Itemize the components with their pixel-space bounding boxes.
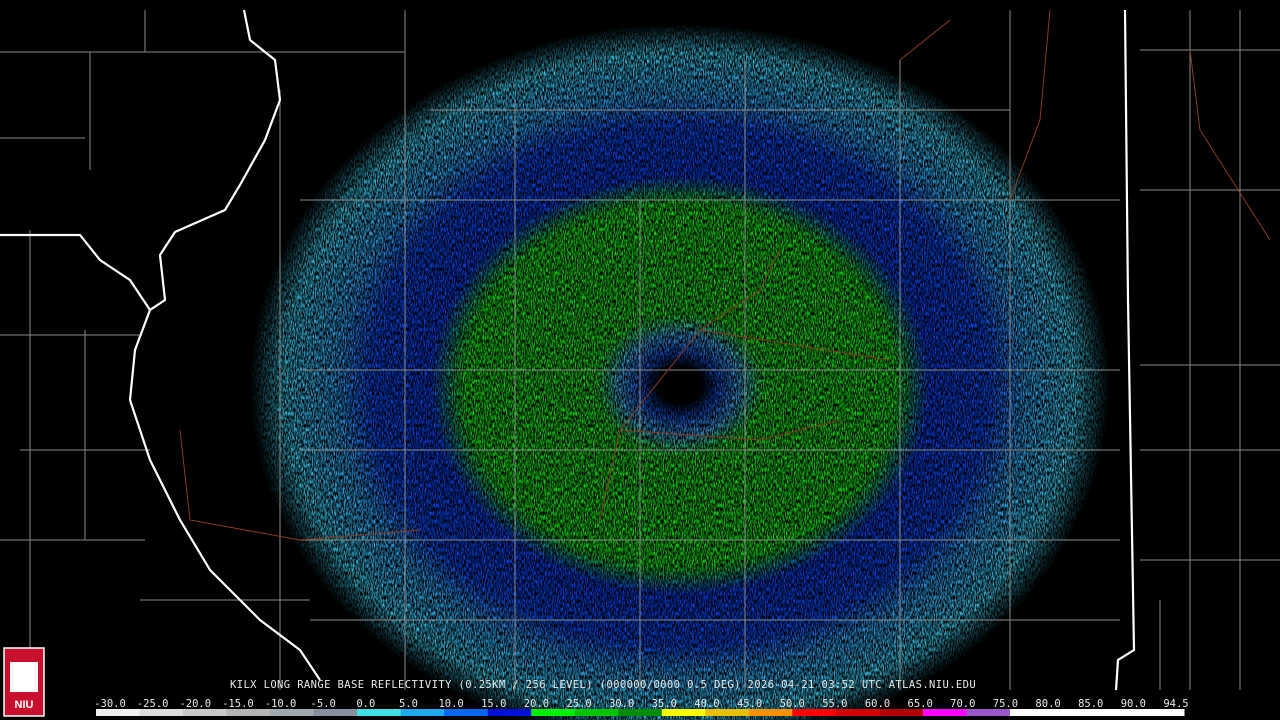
colorbar-segment (400, 709, 445, 716)
colorbar-segment (574, 709, 619, 716)
colorbar-label: -5.0 (311, 698, 336, 710)
reflectivity (250, 23, 1110, 720)
colorbar-segment (1140, 709, 1185, 716)
colorbar-label: 70.0 (950, 698, 975, 710)
colorbar-segment (226, 709, 271, 716)
county-lines (0, 10, 1280, 690)
colorbar-label: -10.0 (265, 698, 297, 710)
colorbar-label: 30.0 (609, 698, 634, 710)
colorbar-label: 40.0 (694, 698, 719, 710)
colorbar-segment (879, 709, 924, 716)
colorbar-label: -15.0 (222, 698, 254, 710)
colorbar-label: 20.0 (524, 698, 549, 710)
colorbar-label: -30.0 (94, 698, 126, 710)
caption: KILX LONG RANGE BASE REFLECTIVITY (0.25K… (230, 679, 976, 691)
colorbar-label: 85.0 (1078, 698, 1103, 710)
colorbar-label: 75.0 (993, 698, 1018, 710)
colorbar-label: 45.0 (737, 698, 762, 710)
colorbar-segment (966, 709, 1011, 716)
colorbar-segment (444, 709, 489, 716)
colorbar-segment (1053, 709, 1098, 716)
colorbar-label: 50.0 (780, 698, 805, 710)
colorbar-segment (835, 709, 880, 716)
colorbar-label: 35.0 (652, 698, 677, 710)
colorbar: -30.0 -25.0 -20.0 -15.0 -10.0 -5.0 0.0 5.0 10.0 1… (94, 698, 1189, 716)
colorbar-label: 60.0 (865, 698, 890, 710)
colorbar-segment (139, 709, 184, 716)
colorbar-label: 65.0 (908, 698, 933, 710)
niu-logo: NIU (3, 647, 45, 717)
colorbar-label: 90.0 (1121, 698, 1146, 710)
colorbar-label: 5.0 (399, 698, 418, 710)
colorbar-segment (748, 709, 793, 716)
colorbar-segment (357, 709, 402, 716)
colorbar-label: 0.0 (356, 698, 375, 710)
colorbar-segment (96, 709, 141, 716)
colorbar-segment (792, 709, 837, 716)
colorbar-segment (313, 709, 358, 716)
colorbar-segment (270, 709, 315, 716)
colorbar-segment (1096, 709, 1141, 716)
colorbar-segment (183, 709, 228, 716)
colorbar-segment (705, 709, 750, 716)
colorbar-label: 15.0 (481, 698, 506, 710)
colorbar-label: 94.5 (1163, 698, 1188, 710)
highway-lines (179, 9, 1271, 541)
colorbar-segment (922, 709, 967, 716)
colorbar-label: -20.0 (179, 698, 211, 710)
colorbar-segment (1009, 709, 1054, 716)
state-borders (0, 9, 1136, 691)
logo-text: NIU (15, 699, 34, 711)
colorbar-label: 80.0 (1035, 698, 1060, 710)
colorbar-segment (531, 709, 576, 716)
colorbar-label: 25.0 (566, 698, 591, 710)
colorbar-segment (487, 709, 532, 716)
colorbar-segment (661, 709, 706, 716)
colorbar-segment (618, 709, 663, 716)
colorbar-label: 55.0 (822, 698, 847, 710)
colorbar-label: 10.0 (438, 698, 463, 710)
colorbar-label: -25.0 (137, 698, 169, 710)
